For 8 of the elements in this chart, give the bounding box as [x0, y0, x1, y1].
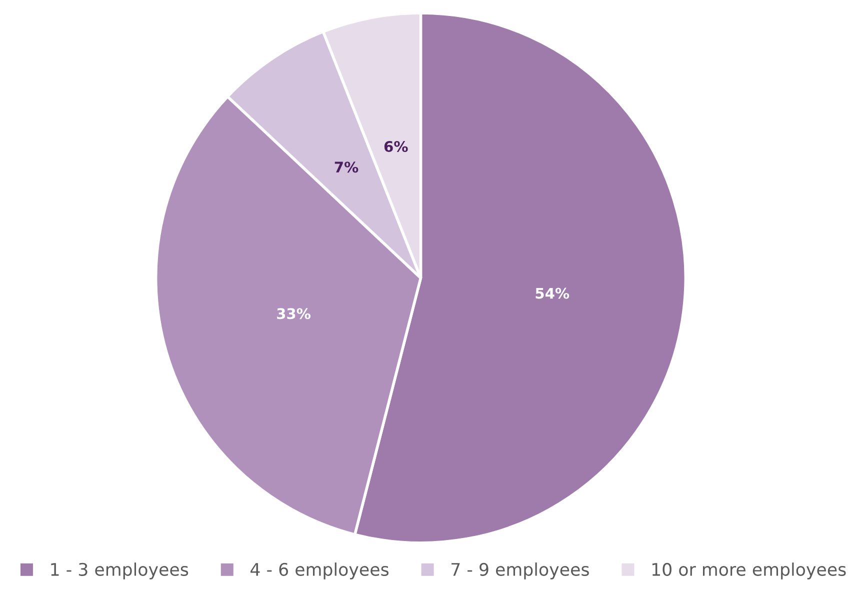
data-label: 54%: [536, 288, 570, 299]
data-label: 33%: [277, 308, 311, 320]
data-label: 6%: [384, 141, 408, 152]
data-label: 7%: [334, 162, 358, 173]
legend-label: 4 - 6 employees: [250, 562, 389, 580]
legend-label: 7 - 9 employees: [452, 562, 589, 580]
legend-label: 10 or more employees: [652, 562, 846, 580]
legend-label: 1 - 3 employees: [51, 562, 188, 580]
